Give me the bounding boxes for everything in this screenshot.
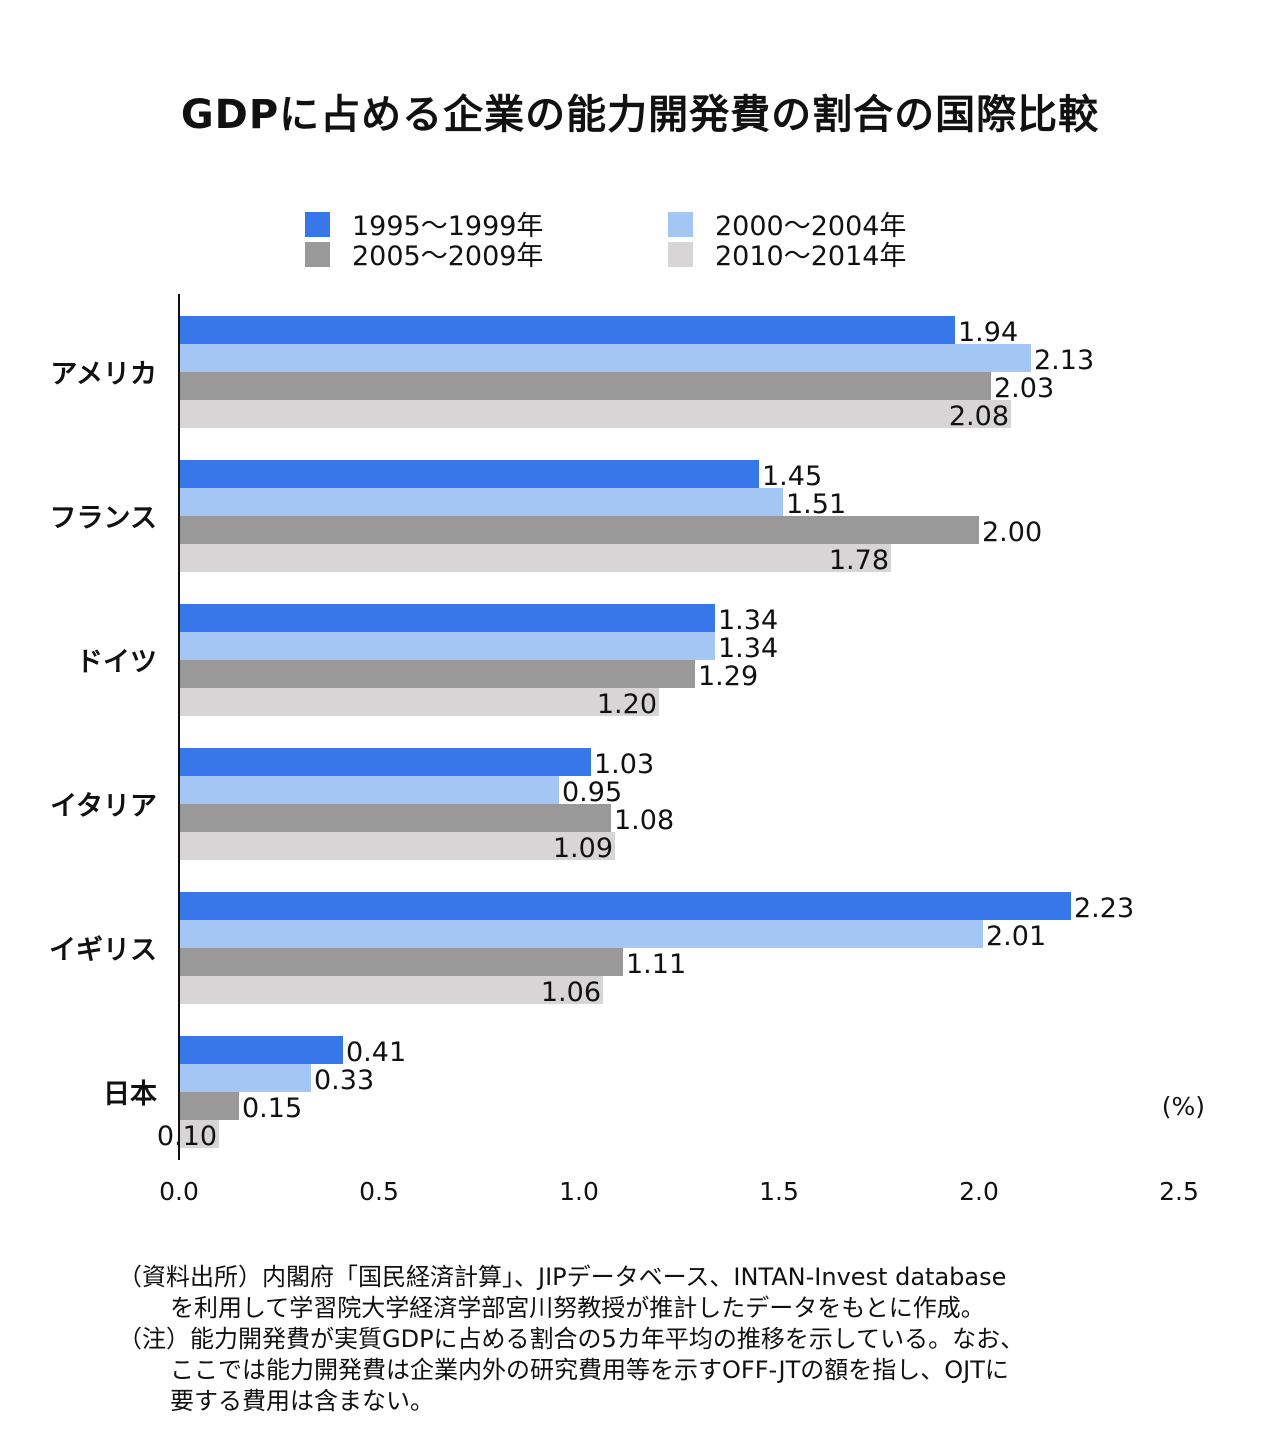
category-label: フランス <box>50 503 157 534</box>
legend-label: 2010〜2014年 <box>715 241 906 272</box>
x-tick-label: 0.5 <box>359 1177 399 1206</box>
category-label: ドイツ <box>76 647 157 678</box>
legend-label: 2005〜2009年 <box>352 241 543 272</box>
bar <box>179 1092 239 1120</box>
data-label: 1.03 <box>594 749 654 780</box>
x-tick-label: 1.0 <box>559 1177 599 1206</box>
legend-swatch <box>668 212 693 237</box>
bar <box>179 544 891 572</box>
legend-label: 2000〜2004年 <box>715 211 906 242</box>
source-line-1: （資料出所）内閣府「国民経済計算」、JIPデータベース、INTAN-Invest… <box>118 1263 1007 1291</box>
bar <box>179 1120 219 1148</box>
bar <box>179 316 955 344</box>
note-line-2: ここでは能力開発費は企業内外の研究費用等を示すOFF-JTの額を指し、OJTに <box>170 1356 1009 1384</box>
bar <box>179 776 559 804</box>
data-label: 1.78 <box>829 545 889 576</box>
data-label: 2.23 <box>1074 893 1134 924</box>
note-line-3: 要する費用は含まない。 <box>170 1387 434 1415</box>
source-line-2: を利用して学習院大学経済学部宮川努教授が推計したデータをもとに作成。 <box>170 1294 985 1322</box>
x-tick-label: 0.0 <box>159 1177 199 1206</box>
note-line-1: （注）能力開発費が実質GDPに占める割合の5カ年平均の推移を示している。なお、 <box>118 1325 1025 1353</box>
bar <box>179 1064 311 1092</box>
data-label: 1.29 <box>698 661 758 692</box>
data-label: 1.20 <box>597 689 657 720</box>
bar <box>179 460 759 488</box>
data-label: 1.34 <box>718 633 778 664</box>
bar <box>179 832 615 860</box>
data-label: 2.00 <box>982 517 1042 548</box>
data-label: 1.09 <box>553 833 613 864</box>
bar <box>179 488 783 516</box>
category-label: 日本 <box>103 1079 157 1110</box>
data-label: 0.41 <box>346 1037 406 1068</box>
bar <box>179 948 623 976</box>
data-label: 2.01 <box>986 921 1046 952</box>
category-label: イギリス <box>49 935 157 966</box>
legend-swatch <box>668 242 693 267</box>
legend-swatch <box>305 242 330 267</box>
bar <box>179 632 715 660</box>
unit-label: (%) <box>1162 1092 1205 1121</box>
data-label: 2.13 <box>1034 345 1094 376</box>
data-label: 0.10 <box>157 1121 217 1152</box>
data-label: 1.45 <box>762 461 822 492</box>
bar <box>179 516 979 544</box>
data-label: 0.15 <box>242 1093 302 1124</box>
data-label: 2.03 <box>994 373 1054 404</box>
x-tick-label: 2.0 <box>959 1177 999 1206</box>
data-label: 0.95 <box>562 777 622 808</box>
category-label: イタリア <box>50 791 157 822</box>
bar <box>179 892 1071 920</box>
chart-title: GDPに占める企業の能力開発費の割合の国際比較 <box>180 92 1100 138</box>
bar <box>179 604 715 632</box>
bar <box>179 400 1011 428</box>
bar <box>179 688 659 716</box>
bar <box>179 748 591 776</box>
bar <box>179 920 983 948</box>
data-label: 1.06 <box>541 977 601 1008</box>
bar <box>179 344 1031 372</box>
x-tick-label: 1.5 <box>759 1177 799 1206</box>
footnote: （注）能力開発費が実質GDPに占める割合の5カ年平均の推移を示している。なお、 … <box>118 1324 1024 1417</box>
bar <box>179 976 603 1004</box>
legend-label: 1995〜1999年 <box>352 211 543 242</box>
legend-swatch <box>305 212 330 237</box>
category-label: アメリカ <box>50 359 157 390</box>
bar <box>179 1036 343 1064</box>
data-label: 1.94 <box>958 317 1018 348</box>
bar <box>179 804 611 832</box>
bar <box>179 660 695 688</box>
data-label: 1.08 <box>614 805 674 836</box>
x-tick-label: 2.5 <box>1159 1177 1199 1206</box>
data-label: 2.08 <box>949 401 1009 432</box>
data-label: 1.11 <box>626 949 686 980</box>
bar <box>179 372 991 400</box>
data-label: 1.34 <box>718 605 778 636</box>
source-note: （資料出所）内閣府「国民経済計算」、JIPデータベース、INTAN-Invest… <box>118 1262 1006 1324</box>
data-label: 1.51 <box>786 489 846 520</box>
data-label: 0.33 <box>314 1065 374 1096</box>
